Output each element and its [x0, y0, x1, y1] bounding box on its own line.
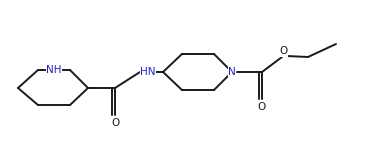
Text: O: O: [258, 102, 266, 112]
Text: O: O: [111, 118, 119, 128]
Text: HN: HN: [140, 67, 156, 77]
Text: O: O: [279, 46, 287, 56]
Text: NH: NH: [46, 65, 62, 75]
Text: N: N: [228, 67, 236, 77]
